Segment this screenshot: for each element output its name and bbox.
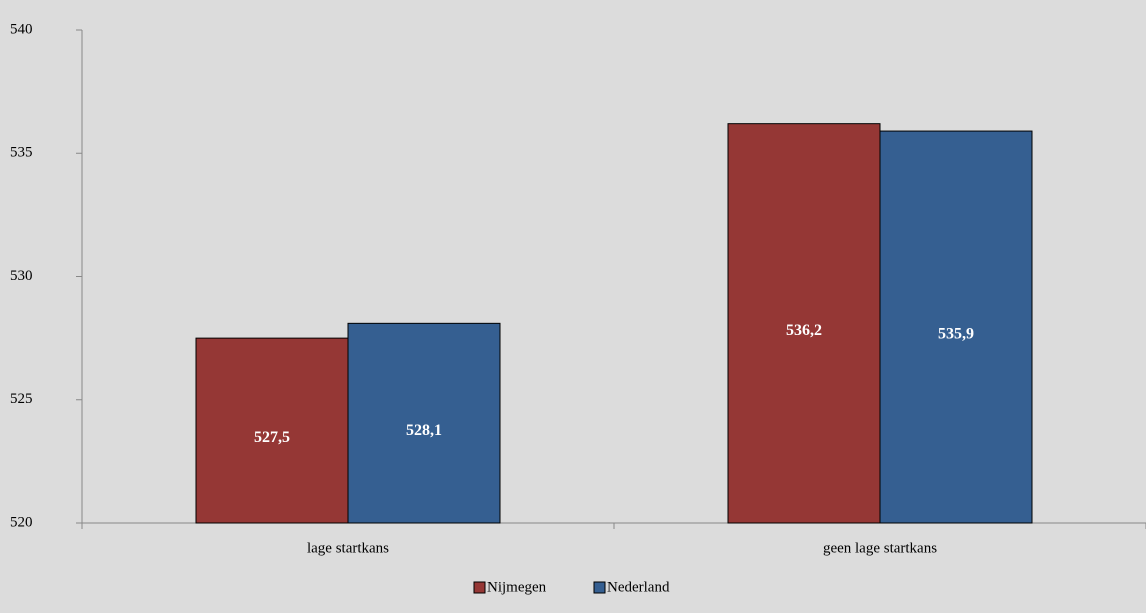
bar [347,322,501,524]
legend-swatch [473,581,486,594]
y-tick-label: 530 [10,268,33,284]
y-tick-label: 540 [10,21,33,37]
x-tick-label: geen lage startkans [823,540,937,556]
y-tick-label: 535 [10,145,33,161]
value-label: 536,2 [786,322,822,339]
value-label: 535,9 [938,326,974,343]
legend-swatch [593,581,606,594]
bar [879,130,1033,524]
legend-label: Nijmegen [487,579,547,595]
value-label: 528,1 [406,422,442,439]
y-tick-label: 520 [10,514,33,530]
y-tick-label: 525 [10,391,33,407]
x-tick-label: lage startkans [307,540,389,556]
value-label: 527,5 [254,429,290,446]
bar [727,123,881,524]
legend-label: Nederland [607,579,670,595]
bar [195,337,349,524]
